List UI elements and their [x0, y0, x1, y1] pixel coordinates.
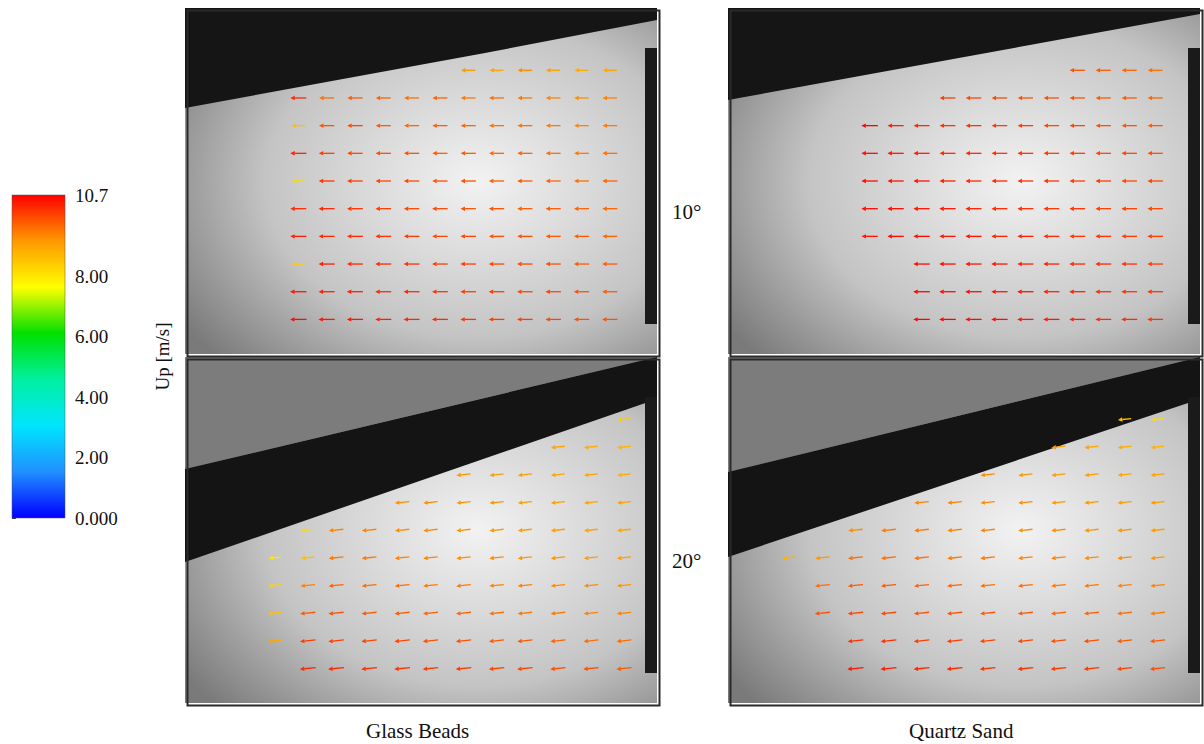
- svg-text:2.00: 2.00: [75, 447, 108, 468]
- svg-text:10°: 10°: [672, 200, 701, 224]
- svg-text:20°: 20°: [672, 549, 701, 573]
- svg-text:0.000: 0.000: [75, 508, 118, 529]
- svg-text:Up [m/s]: Up [m/s]: [152, 322, 173, 390]
- svg-text:Quartz Sand: Quartz Sand: [909, 719, 1014, 743]
- svg-text:4.00: 4.00: [75, 387, 108, 408]
- svg-text:Glass Beads: Glass Beads: [366, 719, 469, 743]
- svg-text:6.00: 6.00: [75, 326, 108, 347]
- svg-text:10.7: 10.7: [75, 185, 108, 206]
- svg-text:8.00: 8.00: [75, 266, 108, 287]
